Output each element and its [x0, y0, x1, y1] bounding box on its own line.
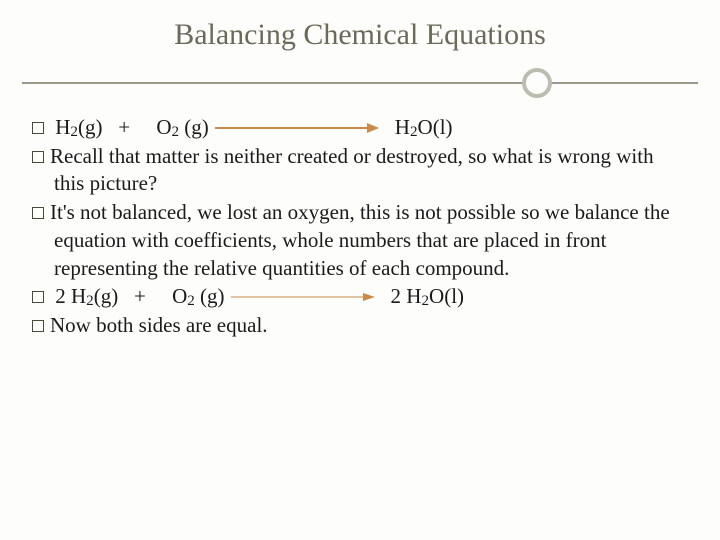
eq2-right: 2 H2O(l) — [391, 283, 464, 311]
slide: Balancing Chemical Equations H2(g) + O2 … — [0, 0, 720, 540]
arrow-icon — [225, 289, 375, 305]
title-rule — [22, 82, 698, 84]
title-circle-icon — [522, 68, 552, 98]
paragraph-2: It's not balanced, we lost an oxygen, th… — [32, 199, 688, 282]
bullet-box-icon — [32, 320, 44, 332]
equation-1: H2(g) + O2 (g) H2O(l) — [32, 114, 688, 142]
bullet-box-icon — [32, 122, 44, 134]
eq1-right: H2O(l) — [395, 114, 453, 142]
bullet-box-icon — [32, 291, 44, 303]
slide-title: Balancing Chemical Equations — [0, 0, 720, 66]
slide-body: H2(g) + O2 (g) H2O(l) Recall that matter… — [0, 110, 720, 340]
bullet-box-icon — [32, 151, 44, 163]
equation-2: 2 H2(g) + O2 (g) 2 H2O(l) — [32, 283, 688, 311]
arrow-icon — [209, 120, 379, 136]
eq1-left: H2(g) + O2 (g) — [50, 114, 209, 142]
title-rule-wrap — [22, 66, 698, 102]
paragraph-3: Now both sides are equal. — [32, 312, 688, 340]
bullet-box-icon — [32, 207, 44, 219]
paragraph-1: Recall that matter is neither created or… — [32, 143, 688, 198]
eq2-left: 2 H2(g) + O2 (g) — [50, 283, 225, 311]
